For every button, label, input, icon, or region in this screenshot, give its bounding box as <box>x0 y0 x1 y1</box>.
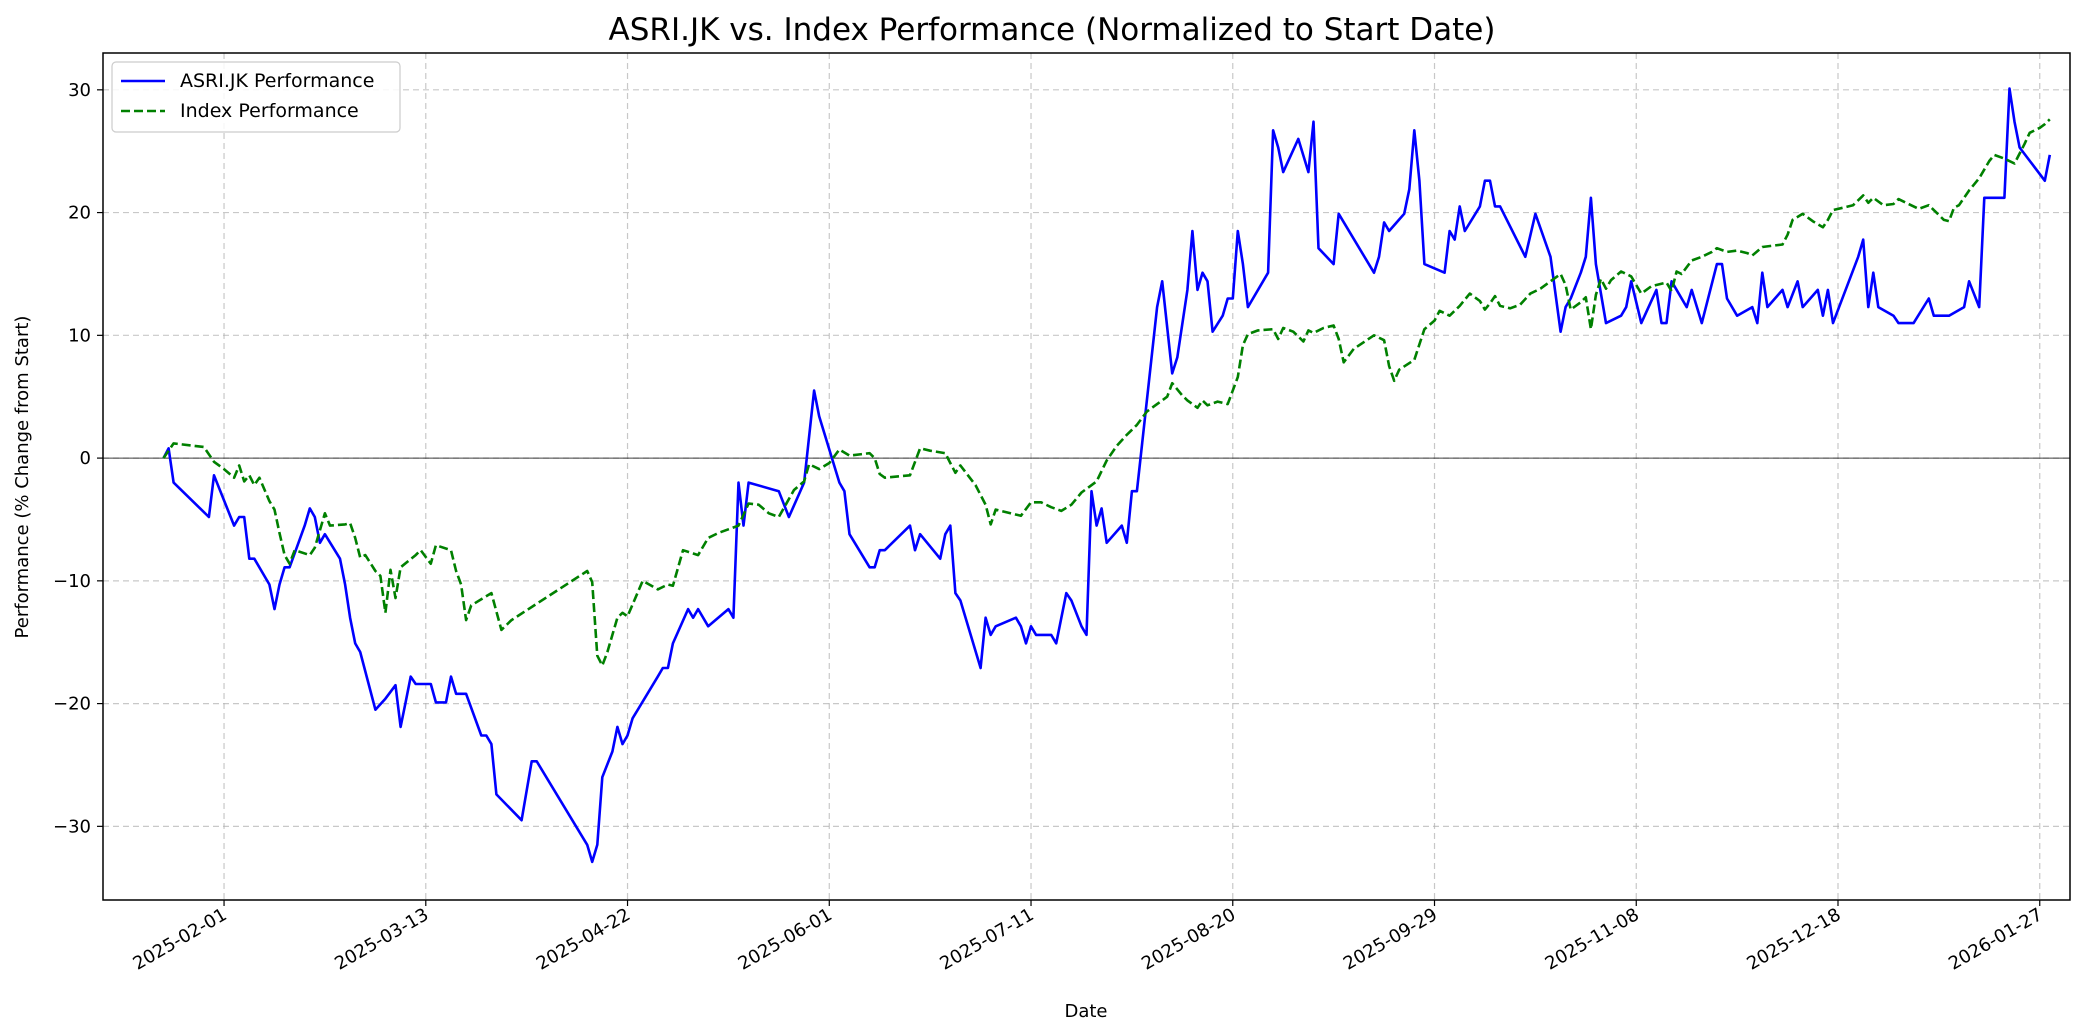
legend-label-asri: ASRI.JK Performance <box>180 70 374 92</box>
y-tick-label: −20 <box>53 694 91 715</box>
series-line-asri <box>162 87 2052 864</box>
series-lines <box>162 87 2052 864</box>
y-axis-label: Performance (% Change from Start) <box>12 316 33 639</box>
legend: ASRI.JK Performance Index Performance <box>111 61 401 133</box>
legend-box <box>111 61 401 133</box>
y-tick-label: 20 <box>68 203 91 224</box>
y-axis-ticks: −30 −20 −10 0 10 20 30 <box>53 80 103 837</box>
y-tick-label: −30 <box>53 816 91 837</box>
y-tick-label: 30 <box>68 80 91 101</box>
y-tick-label: 0 <box>80 448 91 469</box>
y-tick-label: −10 <box>53 571 91 592</box>
chart-title: ASRI.JK vs. Index Performance (Normalize… <box>609 12 1496 48</box>
legend-label-index: Index Performance <box>180 100 359 122</box>
plot-frame <box>102 52 2071 901</box>
x-axis-label: Date <box>1064 1001 1107 1022</box>
y-tick-label: 10 <box>68 325 91 346</box>
series-line-index <box>162 118 2051 667</box>
